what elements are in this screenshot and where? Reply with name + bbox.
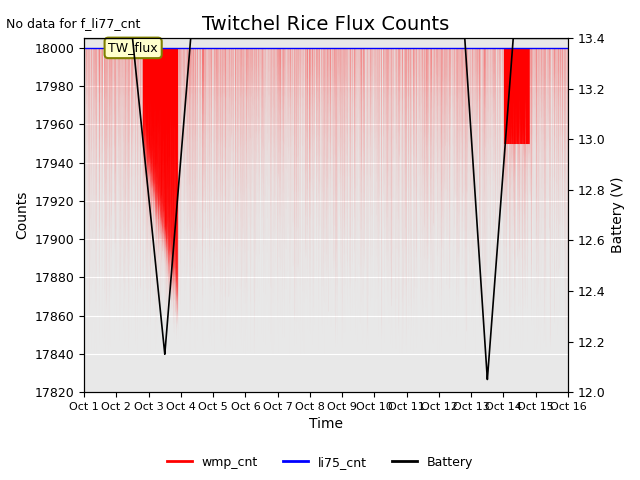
Y-axis label: Counts: Counts	[15, 191, 29, 240]
Legend: wmp_cnt, li75_cnt, Battery: wmp_cnt, li75_cnt, Battery	[162, 451, 478, 474]
Text: No data for f_li77_cnt: No data for f_li77_cnt	[6, 17, 141, 30]
Text: TW_flux: TW_flux	[108, 41, 158, 54]
X-axis label: Time: Time	[309, 418, 343, 432]
Y-axis label: Battery (V): Battery (V)	[611, 177, 625, 253]
Title: Twitchel Rice Flux Counts: Twitchel Rice Flux Counts	[202, 15, 450, 34]
